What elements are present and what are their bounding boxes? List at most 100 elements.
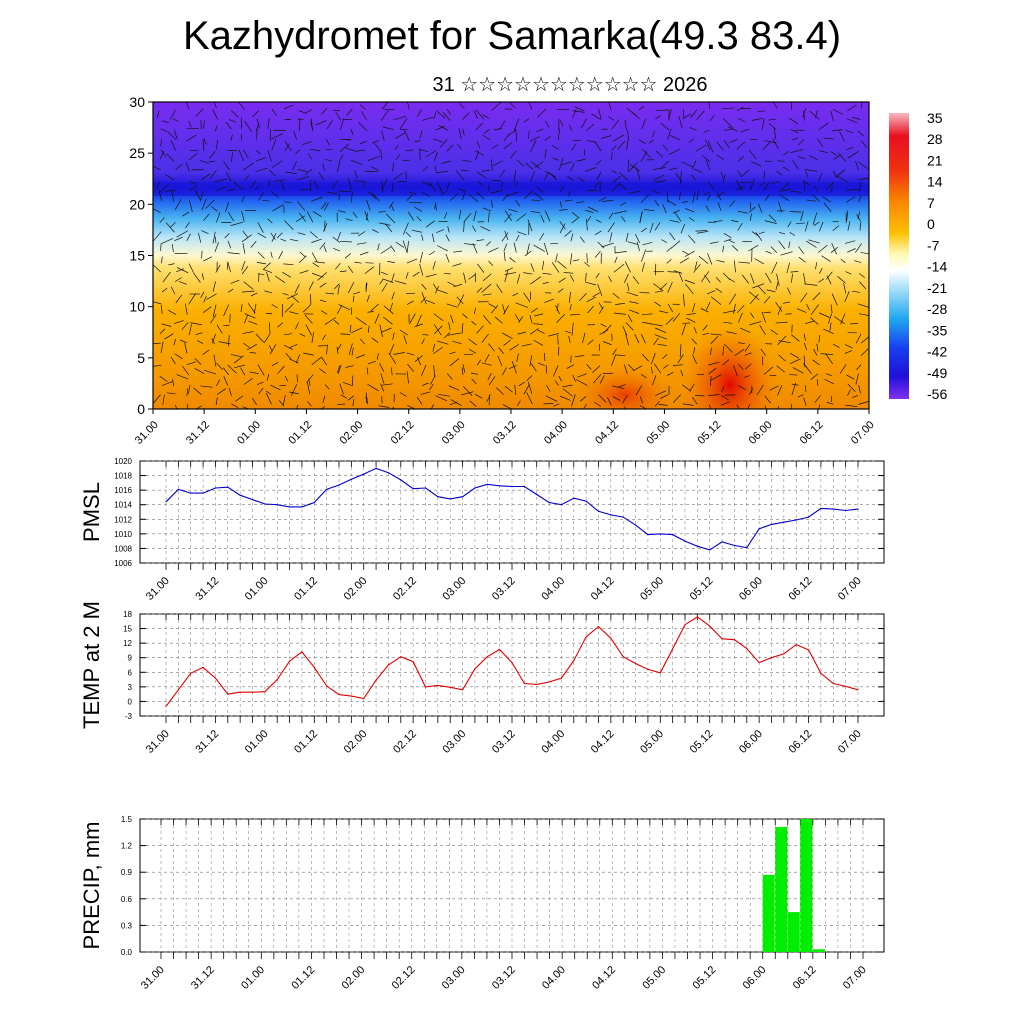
x-tick-label: 01.12: [292, 575, 320, 603]
wind-barb: [503, 243, 508, 252]
wind-barb: [701, 271, 710, 283]
wind-barb: [378, 211, 386, 213]
wind-barb: [757, 285, 766, 295]
x-tick-label: 31.00: [139, 964, 167, 992]
wind-barb: [350, 159, 363, 166]
wind-barb: [741, 274, 750, 284]
wind-barb: [803, 363, 812, 374]
x-tick-label: 03.00: [440, 728, 468, 756]
wind-barb: [321, 310, 328, 315]
wind-barb: [463, 353, 474, 356]
wind-barb: [307, 153, 312, 160]
wind-barb: [311, 238, 322, 243]
x-tick-label: 04.12: [593, 419, 621, 447]
wind-barb: [351, 375, 354, 387]
wind-barb: [435, 202, 437, 211]
y-tick-label: 1012: [114, 515, 132, 524]
wind-barb: [208, 150, 216, 159]
data-point: [845, 685, 847, 688]
wind-barb: [172, 118, 179, 122]
wind-barb: [504, 385, 513, 393]
wind-barb: [474, 307, 476, 314]
wind-barb: [857, 130, 864, 137]
wind-barb: [513, 169, 517, 183]
x-tick-label: 31.12: [193, 728, 221, 756]
wind-barb: [161, 381, 173, 386]
wind-barb: [810, 304, 819, 315]
wind-barb: [480, 226, 491, 232]
wind-barb: [627, 363, 635, 371]
wind-barb: [563, 272, 574, 274]
wind-barb: [170, 140, 177, 151]
wind-barb: [559, 208, 568, 211]
wind-barb: [188, 323, 192, 336]
wind-barb: [230, 110, 239, 118]
wind-barb: [814, 186, 819, 192]
wind-barb: [388, 352, 397, 364]
wind-barb: [615, 302, 625, 305]
data-point: [400, 479, 402, 481]
wind-barb: [530, 363, 537, 372]
wind-barb: [586, 363, 592, 370]
wind-barb: [530, 140, 537, 152]
wind-barb: [708, 361, 720, 366]
wind-barb: [347, 395, 355, 401]
wind-barb: [856, 214, 862, 222]
wind-barb: [284, 375, 289, 382]
wind-barb: [763, 171, 766, 179]
wind-barb: [821, 255, 831, 262]
wind-barb: [537, 362, 545, 366]
wind-barb: [595, 219, 602, 223]
wind-barb: [358, 122, 368, 132]
wind-barb: [355, 149, 365, 152]
wind-barb: [255, 123, 260, 132]
wind-barb: [450, 399, 462, 406]
wind-barb: [715, 276, 721, 283]
wind-barb: [380, 383, 385, 392]
wind-barb: [608, 116, 615, 121]
wind-barb: [363, 181, 366, 188]
wind-barb: [544, 148, 547, 159]
wind-barb: [372, 229, 379, 233]
wind-barb: [197, 340, 204, 344]
wind-barb: [448, 322, 451, 330]
wind-barb: [313, 180, 319, 189]
wind-barb: [737, 170, 742, 176]
wind-barb: [657, 344, 667, 346]
wind-barb: [214, 241, 219, 252]
wind-barb: [572, 110, 585, 113]
wind-barb: [242, 406, 250, 409]
wind-barb: [789, 232, 796, 236]
x-tick-label: 07.00: [841, 964, 869, 992]
wind-barb: [289, 358, 299, 364]
wind-barb: [324, 384, 330, 390]
wind-barb: [692, 191, 696, 203]
wind-barb: [809, 110, 820, 120]
wind-barb: [740, 128, 750, 133]
wind-barb: [381, 179, 388, 191]
wind-barb: [492, 160, 503, 167]
y-tick-label: -3: [125, 712, 133, 721]
wind-barb: [660, 394, 669, 399]
wind-barb: [358, 231, 366, 237]
wind-barb: [859, 221, 862, 231]
wind-barb: [420, 391, 431, 395]
wind-barb: [228, 335, 230, 347]
wind-barb: [188, 152, 198, 161]
wind-barb: [185, 161, 190, 172]
y-tick-label: 6: [128, 668, 133, 677]
wind-barb: [631, 111, 640, 120]
wind-barb: [312, 262, 320, 268]
wind-barb: [521, 343, 532, 347]
data-point: [783, 521, 785, 523]
wind-barb: [508, 365, 517, 370]
wind-barb: [570, 163, 575, 172]
wind-barb: [642, 241, 653, 246]
wind-barb: [825, 353, 833, 365]
wind-barb: [813, 221, 820, 226]
wind-barb: [533, 339, 544, 346]
wind-barb: [515, 128, 517, 142]
wind-barb: [745, 363, 752, 370]
wind-barb: [626, 291, 639, 297]
data-point: [227, 693, 229, 695]
